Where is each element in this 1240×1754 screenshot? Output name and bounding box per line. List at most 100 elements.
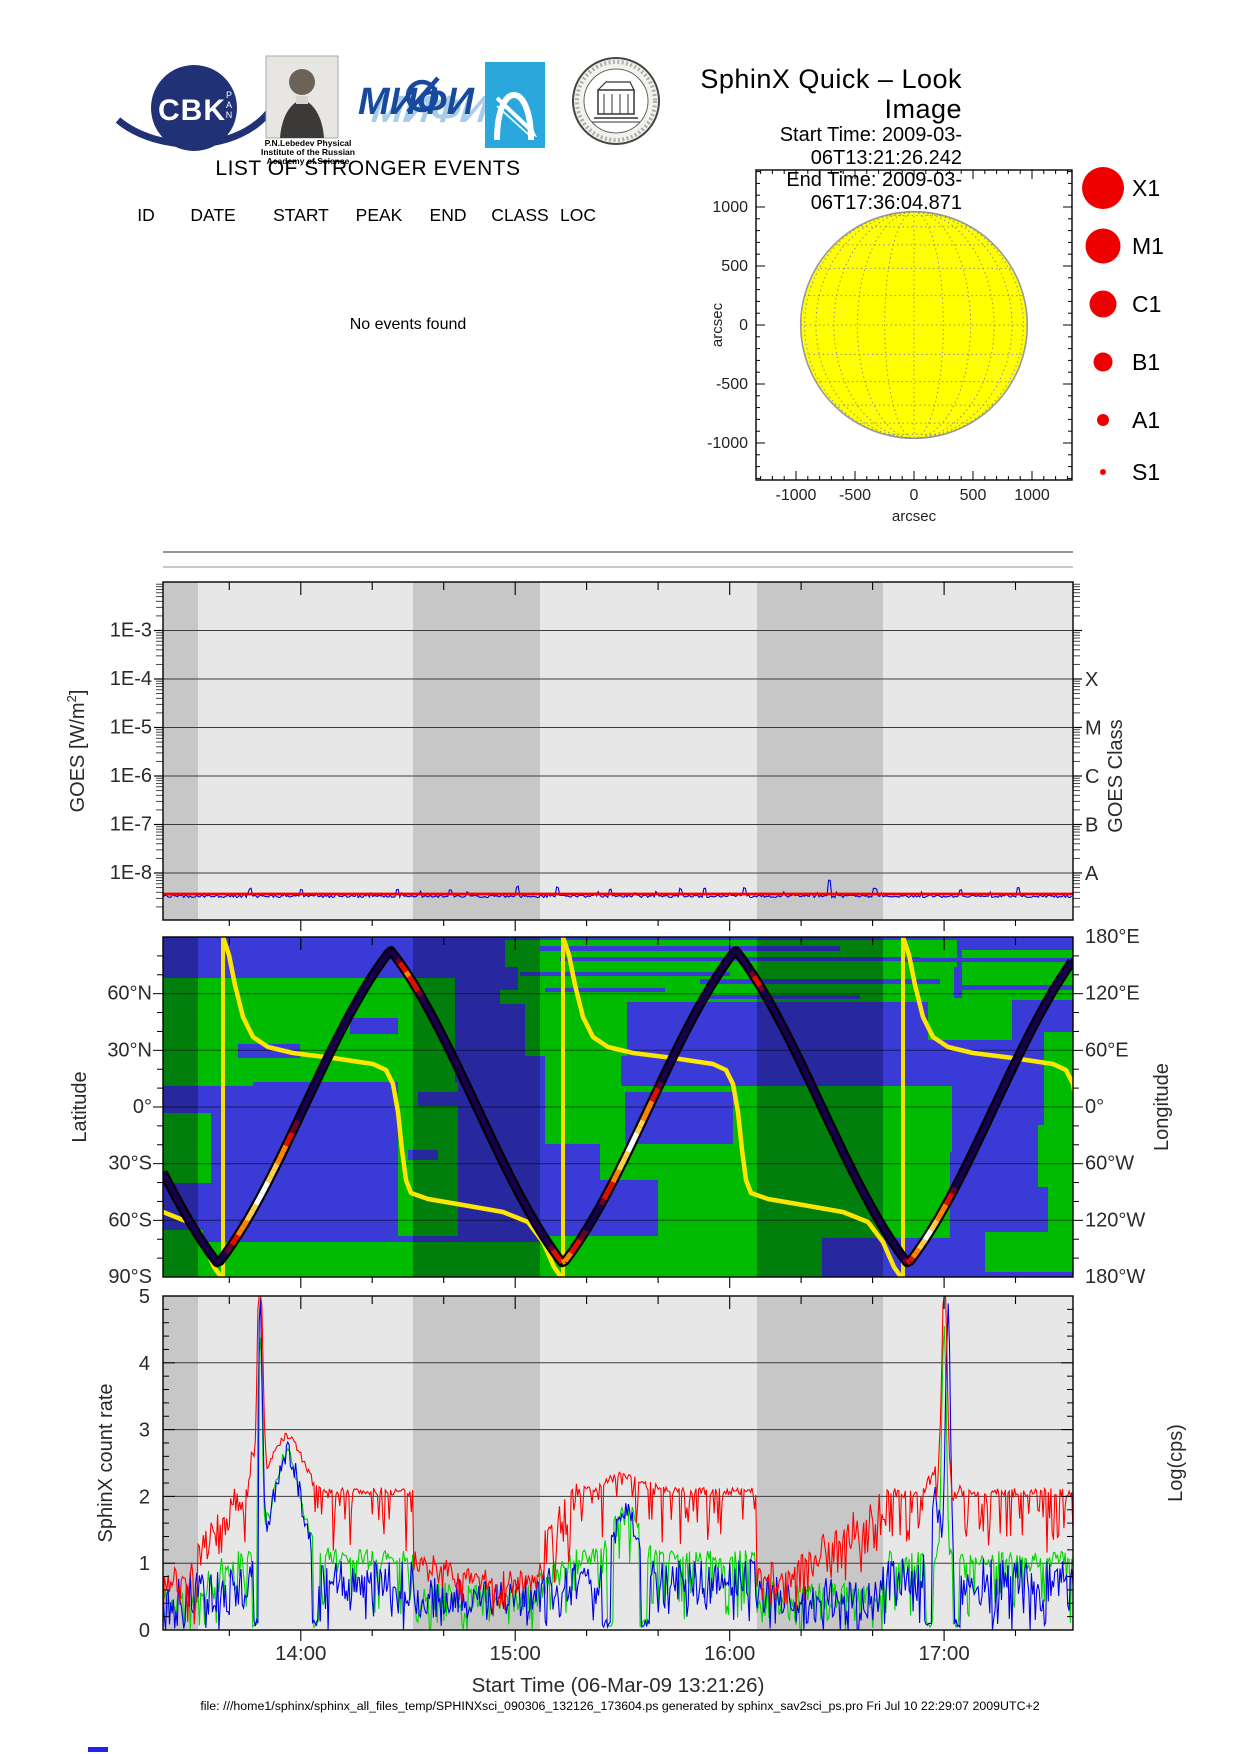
lebedev-caption: P.N.Lebedev Physical Institute of the Ru… bbox=[250, 139, 366, 166]
lon-tick-label: 60°W bbox=[1085, 1153, 1134, 1175]
orbit-track bbox=[163, 946, 1073, 1268]
page-title: SphinX Quick – Look Image bbox=[700, 64, 962, 125]
start-time-label: Start Time: 2009-03-06T13:21:26.242 bbox=[779, 124, 962, 169]
sun-xaxis-title: arcsec bbox=[892, 508, 937, 525]
count-rate-trace-blue bbox=[163, 1298, 1073, 1630]
goes-class-label: M bbox=[1085, 718, 1102, 740]
count-ytick-label: 2 bbox=[139, 1486, 150, 1508]
lat-ticks bbox=[153, 955, 1083, 1259]
goes-ytick-label: 1E-3 bbox=[110, 620, 152, 642]
events-title: LIST OF STRONGER EVENTS bbox=[215, 157, 521, 180]
lat-axis-title: Latitude bbox=[69, 1071, 91, 1142]
sun-ytick-label: 500 bbox=[721, 258, 748, 275]
count-ytick-label: 3 bbox=[139, 1420, 150, 1442]
lon-tick-label: 180°W bbox=[1085, 1266, 1145, 1288]
flare-class-label: X1 bbox=[1132, 175, 1160, 201]
lat-tick-label: 60°S bbox=[108, 1209, 152, 1231]
lebedev-caption-line: P.N.Lebedev Physical bbox=[264, 138, 352, 148]
lebedev-caption-line: Academy of Science bbox=[266, 155, 350, 166]
events-col-peak: PEAK bbox=[355, 205, 403, 225]
cbk-logo-sub: N bbox=[226, 110, 233, 120]
sun-xtick-label: -1000 bbox=[776, 487, 817, 504]
sun-xtick-label: 1000 bbox=[1014, 487, 1050, 504]
sun-ytick-label: 1000 bbox=[712, 199, 748, 216]
goes-traces bbox=[163, 879, 1073, 900]
sun-ytick-label: 0 bbox=[739, 317, 748, 334]
hour-tick-label: 17:00 bbox=[918, 1642, 969, 1665]
header: SphinX Quick – Look Image Start Time: 20… bbox=[640, 64, 962, 214]
mephi-logo-icon: МИФИМИФИ bbox=[358, 76, 492, 131]
lon-tick-label: 120°W bbox=[1085, 1209, 1145, 1231]
cbk-logo-sub: A bbox=[226, 100, 232, 110]
world-map bbox=[163, 937, 1073, 1277]
sun-xtick-label: 500 bbox=[960, 487, 987, 504]
sun-xtick-label: 0 bbox=[910, 487, 919, 504]
lebedev-portrait-icon bbox=[265, 55, 339, 139]
goes-ytick-label: 1E-8 bbox=[110, 862, 152, 884]
events-empty-message: No events found bbox=[349, 316, 467, 333]
count-ytick-label: 5 bbox=[139, 1286, 150, 1308]
count-ytick-label: 4 bbox=[139, 1353, 150, 1375]
lat-tick-label: 90°S bbox=[108, 1266, 152, 1288]
flare-class-dot-M1 bbox=[1085, 228, 1121, 264]
page-edge-artifact bbox=[88, 1747, 108, 1752]
events-col-start: START bbox=[273, 205, 329, 225]
goes-ytick-label: 1E-4 bbox=[110, 668, 152, 690]
goes-ytick-label: 1E-6 bbox=[110, 765, 152, 787]
flare-class-label: M1 bbox=[1132, 233, 1164, 259]
lon-tick-label: 180°E bbox=[1085, 926, 1140, 948]
count-axis-title: SphinX count rate bbox=[95, 1384, 117, 1543]
university-seal-icon bbox=[572, 57, 660, 145]
lat-tick-label: 30°N bbox=[107, 1039, 152, 1061]
count-rate-traces bbox=[163, 1296, 1073, 1630]
flare-class-label: C1 bbox=[1132, 291, 1161, 317]
mephi-logo-echo: МИФИ bbox=[370, 89, 492, 131]
events-col-date: DATE bbox=[190, 205, 236, 225]
goes-flux-panel: 1E-3 1E-4 1E-5 1E-6 1E-7 1E-8 X M C B A GOES [W/m2]… bbox=[64, 581, 1127, 931]
goes-ytick-label: 1E-5 bbox=[110, 717, 152, 739]
footer-file-line: file: ///home1/sphinx/sphinx_all_files_t… bbox=[200, 1699, 1040, 1713]
goes-class-label: X bbox=[1085, 669, 1098, 691]
sun-ytick-label: -500 bbox=[716, 376, 748, 393]
hour-tick-label: 16:00 bbox=[704, 1642, 755, 1665]
flare-class-dot-A1 bbox=[1097, 414, 1109, 426]
log-cps-axis-title: Log(cps) bbox=[1165, 1424, 1187, 1502]
solar-disk-panel: 1000 500 0 -500 -1000 -1000 -500 0 500 1000 arcsec… bbox=[707, 167, 1164, 525]
flare-class-label: S1 bbox=[1132, 459, 1160, 485]
flare-class-dot-B1 bbox=[1093, 352, 1113, 372]
sun-ytick-label: -1000 bbox=[707, 435, 748, 452]
cbk-pan-logo-icon: CBK PAN bbox=[114, 65, 277, 151]
time-ticks bbox=[228, 937, 1017, 1288]
lat-tick-label: 0° bbox=[133, 1096, 152, 1118]
events-col-id: ID bbox=[137, 205, 155, 225]
lon-tick-label: 120°E bbox=[1085, 983, 1140, 1005]
lebedev-caption-line: Institute of the Russian bbox=[261, 146, 355, 157]
lat-tick-label: 30°S bbox=[108, 1153, 152, 1175]
ground-track-panel: 60°N 30°N 0° 30°S 60°S 90°S 180°E 120°E 60°E 0° 60… bbox=[69, 926, 1173, 1288]
count-ytick-label: 0 bbox=[139, 1620, 150, 1642]
end-time-label: End Time: 2009-03-06T17:36:04.871 bbox=[786, 169, 962, 214]
flare-class-legend: X1 M1 C1 B1 A1 S1 bbox=[1082, 167, 1164, 485]
hour-tick-label: 14:00 bbox=[275, 1642, 326, 1665]
hour-tick-label: 15:00 bbox=[490, 1642, 541, 1665]
goes-class-label: B bbox=[1085, 815, 1098, 837]
count-ticks bbox=[163, 1308, 1073, 1631]
lon-tick-label: 0° bbox=[1085, 1096, 1104, 1118]
goes-class-label: C bbox=[1085, 766, 1099, 788]
flare-class-label: B1 bbox=[1132, 349, 1160, 375]
count-rate-trace-red bbox=[163, 1296, 1073, 1629]
events-col-end: END bbox=[429, 205, 467, 225]
sun-yaxis-title: arcsec bbox=[709, 302, 726, 347]
lon-tick-label: 60°E bbox=[1085, 1039, 1129, 1061]
time-axis-title: Start Time (06-Mar-09 13:21:26) bbox=[472, 1674, 765, 1697]
goes-class-axis-title: GOES Class bbox=[1105, 719, 1127, 832]
flare-class-dot-S1 bbox=[1100, 469, 1106, 475]
longitude-curve bbox=[163, 937, 1073, 1277]
time-ticks bbox=[228, 582, 1017, 931]
goes-class-label: A bbox=[1085, 863, 1099, 885]
sphinx-count-rate-panel: 0 1 2 3 4 5 14:00 15:00 16:00 17:00 Start Time (06… bbox=[95, 1286, 1187, 1697]
sun-axis-ticks bbox=[756, 170, 1072, 480]
